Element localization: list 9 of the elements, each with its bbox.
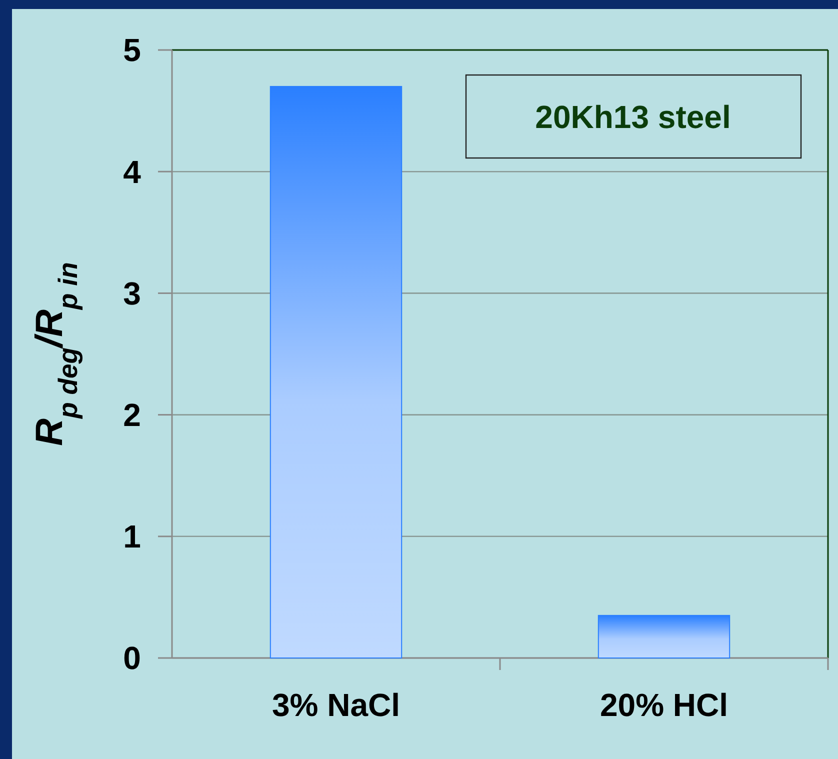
y-tick-label: 1 — [123, 518, 141, 555]
x-tick-label: 3% NaCl — [272, 687, 400, 723]
y-tick-label: 4 — [123, 154, 142, 190]
y-tick-label: 0 — [123, 640, 141, 676]
y-tick-label: 3 — [123, 275, 141, 312]
x-tick-label: 20% HCl — [600, 687, 728, 723]
y-tick-label: 5 — [123, 32, 141, 68]
annotation: 20Kh13 steel — [535, 99, 731, 136]
y-tick-label: 2 — [123, 397, 141, 433]
